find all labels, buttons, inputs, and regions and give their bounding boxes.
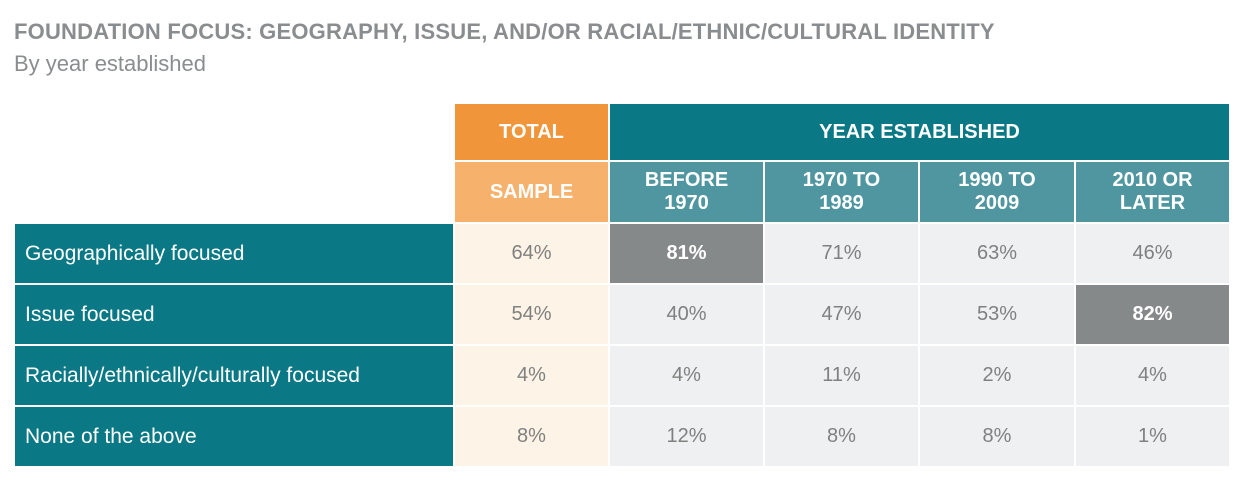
table-cell-value: 8% bbox=[765, 407, 918, 466]
table-cell-value: 12% bbox=[610, 407, 763, 466]
table-cell-value: 2% bbox=[920, 346, 1074, 405]
table-cell-value: 46% bbox=[1076, 224, 1229, 283]
table-cell-value: 11% bbox=[765, 346, 918, 405]
table-cell-value: 82% bbox=[1076, 285, 1229, 344]
table-cell-value: 8% bbox=[920, 407, 1074, 466]
table-cell-value: 47% bbox=[765, 285, 918, 344]
header-column-2: 1970 TO 1989 bbox=[765, 162, 918, 222]
row-label: Racially/ethnically/culturally focused bbox=[15, 346, 453, 405]
chart-title: FOUNDATION FOCUS: GEOGRAPHY, ISSUE, AND/… bbox=[14, 19, 995, 44]
sample-value: 8% bbox=[455, 407, 608, 466]
table-cell-value: 1% bbox=[1076, 407, 1229, 466]
table-cell-value: 71% bbox=[765, 224, 918, 283]
header-column-1: BEFORE 1970 bbox=[610, 162, 763, 222]
header-column-3: 1990 TO 2009 bbox=[920, 162, 1074, 222]
header-column-line: 1970 bbox=[664, 192, 709, 214]
table-cell-value: 81% bbox=[610, 224, 763, 283]
header-year-established: YEAR ESTABLISHED bbox=[610, 104, 1229, 160]
row-label: None of the above bbox=[15, 407, 453, 466]
sample-value: 54% bbox=[455, 285, 608, 344]
header-column-line: 1970 TO bbox=[802, 169, 881, 191]
row-label: Issue focused bbox=[15, 285, 453, 344]
table-cell-value: 53% bbox=[920, 285, 1074, 344]
table-cell-value: 40% bbox=[610, 285, 763, 344]
table-cell-value: 4% bbox=[1076, 346, 1229, 405]
header-total: TOTAL bbox=[455, 104, 608, 160]
header-column-line: 2010 OR bbox=[1112, 169, 1193, 191]
chart-subtitle: By year established bbox=[14, 51, 206, 76]
header-column-line: 2009 bbox=[974, 192, 1020, 214]
table-cell-value: 63% bbox=[920, 224, 1074, 283]
header-column-line: 1989 bbox=[819, 192, 864, 214]
sample-value: 4% bbox=[455, 346, 608, 405]
row-label: Geographically focused bbox=[15, 224, 453, 283]
header-column-4: 2010 OR LATER bbox=[1076, 162, 1229, 222]
header-column-line: 1990 TO bbox=[958, 169, 1036, 191]
header-column-line: BEFORE bbox=[644, 169, 729, 191]
table-cell-value: 4% bbox=[610, 346, 763, 405]
header-column-line: LATER bbox=[1119, 192, 1186, 214]
header-sample: SAMPLE bbox=[455, 162, 608, 222]
sample-value: 64% bbox=[455, 224, 608, 283]
